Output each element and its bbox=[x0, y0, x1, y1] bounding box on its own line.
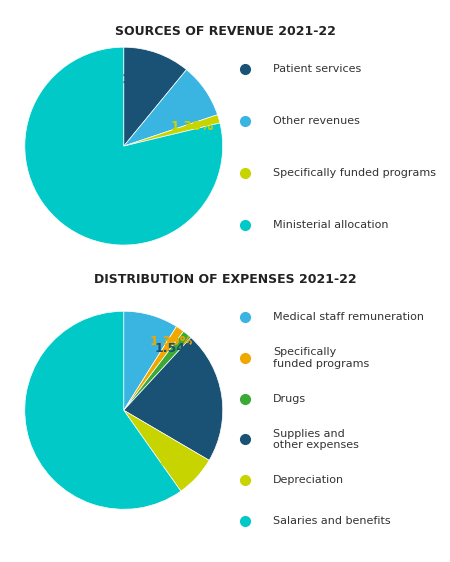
Wedge shape bbox=[124, 332, 191, 410]
Wedge shape bbox=[124, 327, 184, 410]
Text: Supplies and
other expenses: Supplies and other expenses bbox=[273, 429, 359, 450]
Wedge shape bbox=[124, 47, 186, 146]
Text: 1.54%: 1.54% bbox=[154, 342, 198, 355]
Text: 78.76%: 78.76% bbox=[54, 196, 106, 209]
Text: 10.94%: 10.94% bbox=[122, 72, 174, 85]
Wedge shape bbox=[25, 47, 223, 245]
Text: 8.92%: 8.92% bbox=[161, 99, 204, 112]
Wedge shape bbox=[124, 70, 217, 146]
Text: Depreciation: Depreciation bbox=[273, 475, 344, 485]
Wedge shape bbox=[124, 410, 209, 491]
Text: Specifically funded programs: Specifically funded programs bbox=[273, 168, 436, 178]
Text: DISTRIBUTION OF EXPENSES 2021-22: DISTRIBUTION OF EXPENSES 2021-22 bbox=[94, 273, 356, 285]
Wedge shape bbox=[124, 311, 176, 410]
Text: 8.94%: 8.94% bbox=[124, 329, 167, 343]
Text: Specifically
funded programs: Specifically funded programs bbox=[273, 347, 369, 369]
Text: 6.78%: 6.78% bbox=[159, 456, 202, 469]
Wedge shape bbox=[124, 338, 223, 460]
Text: 21.57%: 21.57% bbox=[168, 393, 220, 406]
Text: Other revenues: Other revenues bbox=[273, 116, 360, 126]
Text: Medical staff remuneration: Medical staff remuneration bbox=[273, 312, 424, 322]
Text: Drugs: Drugs bbox=[273, 393, 306, 404]
Text: Patient services: Patient services bbox=[273, 64, 361, 74]
Text: 1.39%: 1.39% bbox=[150, 334, 193, 347]
Text: Salaries and benefits: Salaries and benefits bbox=[273, 516, 391, 526]
Text: Ministerial allocation: Ministerial allocation bbox=[273, 220, 388, 230]
Wedge shape bbox=[25, 311, 181, 509]
Text: SOURCES OF REVENUE 2021-22: SOURCES OF REVENUE 2021-22 bbox=[115, 25, 335, 38]
Text: 1.38%: 1.38% bbox=[171, 120, 214, 133]
Wedge shape bbox=[124, 115, 220, 146]
Text: 59.78%: 59.78% bbox=[30, 425, 82, 438]
